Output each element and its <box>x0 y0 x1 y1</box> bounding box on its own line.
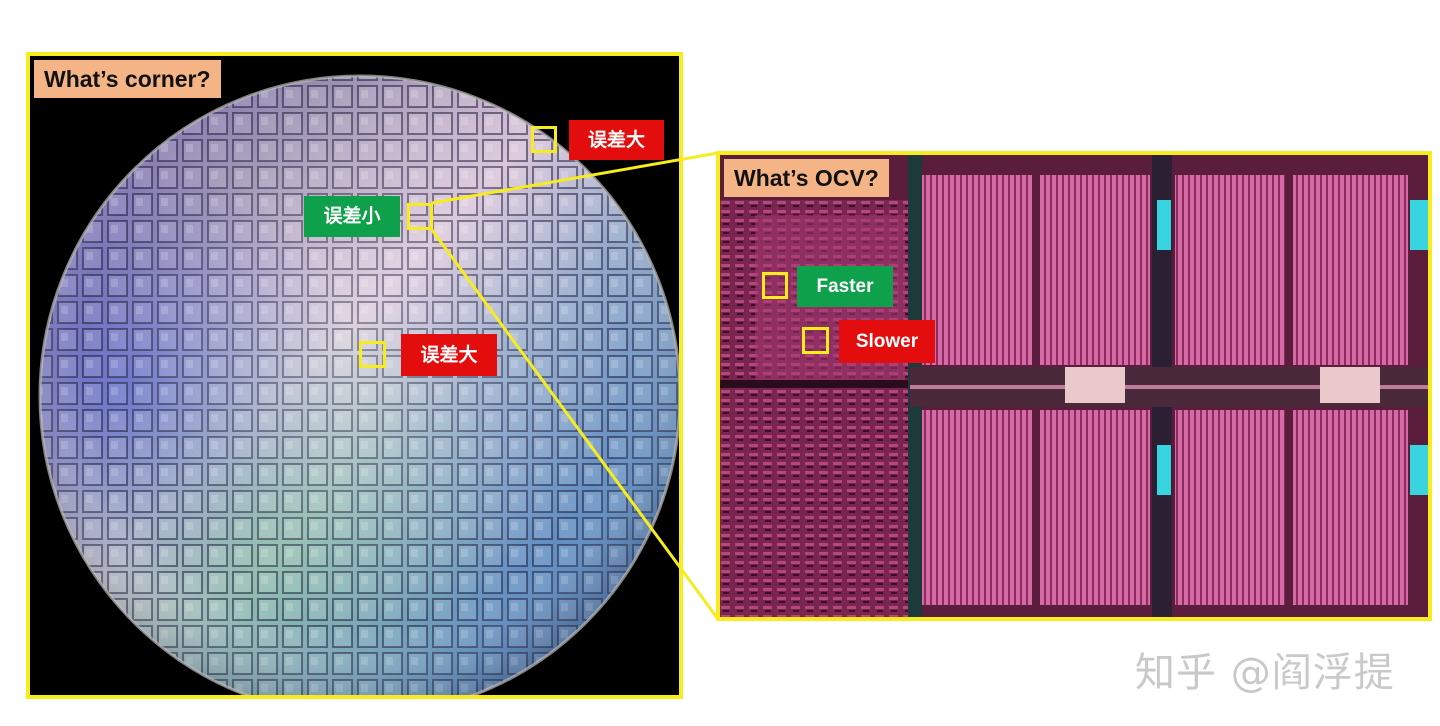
label-error-large-top: 误差大 <box>569 120 664 160</box>
wafer-marker-center-left <box>407 203 433 230</box>
watermark: 知乎 @阎浮提 <box>1135 650 1395 696</box>
label-error-large-middle: 误差大 <box>401 334 497 376</box>
die-title: What’s OCV? <box>724 159 889 198</box>
label-slower: Slower <box>839 320 935 363</box>
label-error-small: 误差小 <box>304 196 400 237</box>
die-panel: What’s OCV? <box>716 151 1432 621</box>
wafer-marker-middle <box>359 341 386 368</box>
wafer-marker-top-right <box>531 126 557 153</box>
die-marker-slower <box>802 327 829 354</box>
die-image <box>720 155 1428 617</box>
wafer-title: What’s corner? <box>34 60 221 99</box>
die-marker-faster <box>762 272 788 299</box>
label-faster: Faster <box>797 266 893 307</box>
